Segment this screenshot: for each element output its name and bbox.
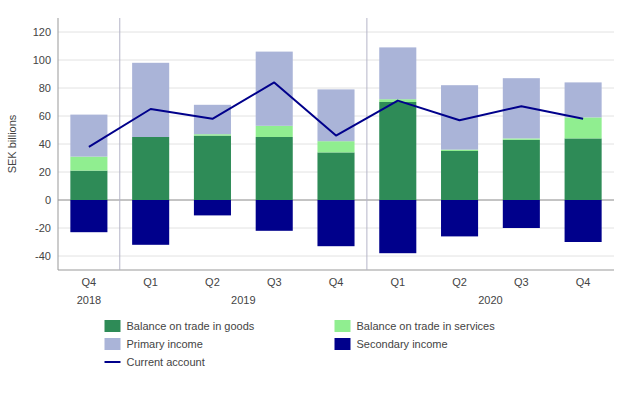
bar-segment — [565, 138, 602, 200]
bar-segment — [441, 200, 478, 236]
bar-segment — [132, 200, 169, 245]
bar-segment — [379, 47, 416, 99]
bar-segment — [317, 200, 354, 246]
plot-area — [70, 47, 601, 253]
legend-label: Current account — [127, 356, 205, 368]
x-tick-label: Q2 — [205, 276, 220, 288]
bar-segment — [194, 136, 231, 200]
bar-segment — [256, 137, 293, 200]
bar-segment — [317, 141, 354, 152]
group-separator — [119, 18, 120, 270]
grid — [58, 32, 614, 256]
group-label: 2018 — [77, 294, 101, 306]
bar-segment — [503, 140, 540, 200]
bar-segment — [70, 200, 107, 232]
chart: -40 -20 0 20 40 60 80 100 120 2018 2019 2020 Q4 Q1 Q2 Q… — [0, 0, 629, 405]
y-tick-label: 80 — [39, 82, 51, 94]
bar-segment — [194, 200, 231, 215]
grid-line — [58, 32, 614, 33]
bar-segment — [379, 200, 416, 253]
bar-segment — [256, 200, 293, 231]
x-tick-label: Q4 — [329, 276, 344, 288]
legend-label: Balance on trade in services — [357, 320, 496, 332]
grid-line — [58, 256, 614, 257]
bar-segment — [256, 52, 293, 126]
x-axis — [58, 270, 614, 271]
bar-segment — [379, 102, 416, 200]
bar-segment — [565, 200, 602, 242]
x-tick-label: Q4 — [576, 276, 591, 288]
bar-segment — [70, 157, 107, 171]
bar-segment — [441, 150, 478, 151]
bar-segment — [70, 115, 107, 157]
legend-label: Secondary income — [357, 338, 448, 350]
bar-segment — [194, 134, 231, 135]
y-tick-label: 60 — [39, 110, 51, 122]
x-tick-label: Q1 — [143, 276, 158, 288]
grid-line — [58, 60, 614, 61]
y-tick-label: 20 — [39, 166, 51, 178]
group-separator — [366, 18, 367, 270]
bar-segment — [256, 126, 293, 137]
y-tick-label: -40 — [35, 250, 51, 262]
legend-swatch — [105, 361, 121, 363]
x-tick-label: Q2 — [452, 276, 467, 288]
bar-segment — [565, 82, 602, 117]
legend-swatch — [105, 338, 121, 350]
legend-swatch — [105, 320, 121, 332]
y-axis-label: SEK billions — [6, 114, 18, 173]
legend-label: Primary income — [127, 338, 203, 350]
y-tick-label: 120 — [33, 26, 51, 38]
x-tick-label: Q3 — [514, 276, 529, 288]
bar-segment — [70, 171, 107, 200]
bar-segment — [441, 151, 478, 200]
legend-swatch — [335, 338, 351, 350]
bar-segment — [503, 138, 540, 139]
y-tick-label: 0 — [45, 194, 51, 206]
x-tick-label: Q3 — [267, 276, 282, 288]
bar-segment — [317, 152, 354, 200]
y-tick-label: 40 — [39, 138, 51, 150]
group-label: 2019 — [231, 294, 255, 306]
bar-segment — [317, 89, 354, 141]
legend-swatch — [335, 320, 351, 332]
bar-segment — [565, 117, 602, 138]
y-tick-label: -20 — [35, 222, 51, 234]
legend-label: Balance on trade in goods — [127, 320, 255, 332]
group-label: 2020 — [478, 294, 502, 306]
y-tick-label: 100 — [33, 54, 51, 66]
x-tick-label: Q4 — [82, 276, 97, 288]
bar-segment — [503, 200, 540, 228]
y-axis — [58, 18, 59, 270]
x-tick-label: Q1 — [390, 276, 405, 288]
bar-segment — [132, 63, 169, 137]
line — [89, 82, 583, 146]
bar-segment — [132, 137, 169, 200]
legend: Balance on trade in goods Balance on trad… — [105, 320, 496, 368]
